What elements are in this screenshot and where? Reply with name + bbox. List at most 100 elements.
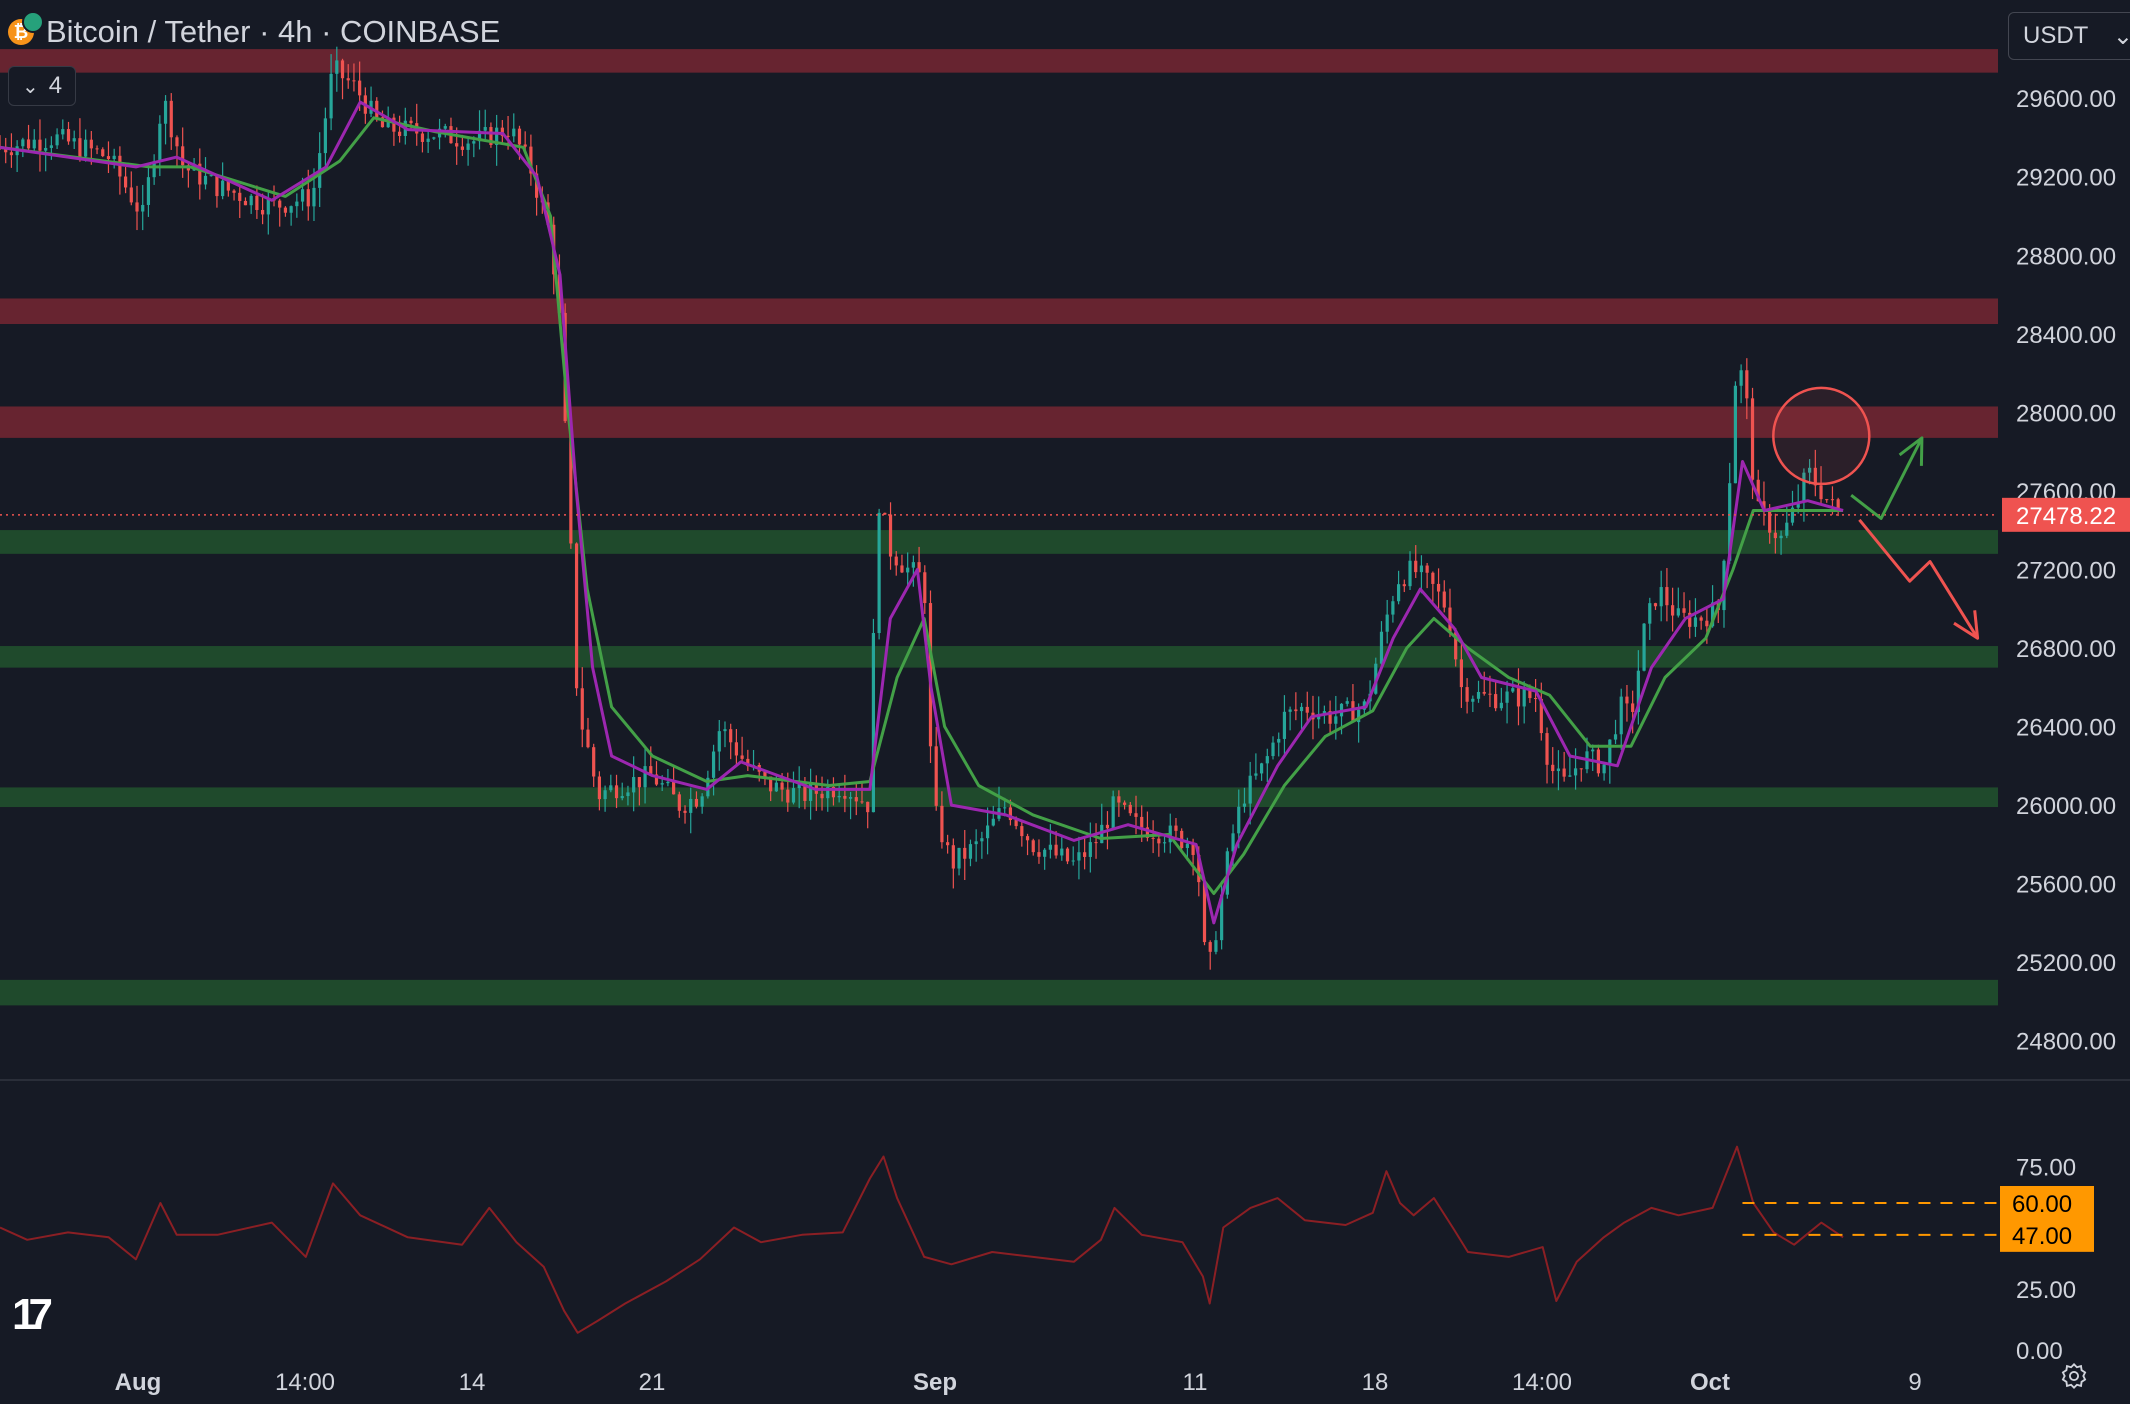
candle-body bbox=[848, 797, 853, 799]
candle-body bbox=[963, 847, 967, 859]
candle-body bbox=[535, 173, 539, 198]
candle-body bbox=[1676, 608, 1680, 616]
price-tick-label: 26400.00 bbox=[2016, 715, 2116, 742]
rsi-level-label: 60.00 bbox=[2012, 1191, 2072, 1218]
candle-body bbox=[1796, 501, 1800, 508]
candle-body bbox=[791, 788, 796, 803]
candle-body bbox=[1162, 842, 1167, 844]
projection-down-arrow[interactable] bbox=[1858, 518, 1979, 639]
candle-body bbox=[911, 562, 915, 568]
candle-body bbox=[946, 842, 950, 846]
highlight-circle[interactable] bbox=[1772, 386, 1871, 486]
candle-body bbox=[323, 118, 327, 154]
candle-body bbox=[700, 796, 704, 807]
time-tick-label: 14:00 bbox=[275, 1369, 335, 1396]
candle-body bbox=[1551, 764, 1555, 772]
candle-body bbox=[1522, 689, 1526, 707]
candle-body bbox=[1499, 702, 1503, 709]
symbol-header[interactable]: ₿ Bitcoin / Tether · 4h · COINBASE bbox=[8, 11, 500, 50]
candle-body bbox=[660, 783, 664, 785]
candle-body bbox=[626, 792, 630, 797]
candle-body bbox=[152, 161, 156, 178]
candle-body bbox=[215, 175, 219, 197]
candle-body bbox=[129, 187, 133, 203]
candle-body bbox=[1436, 583, 1441, 592]
candle-body bbox=[1534, 698, 1538, 700]
candle-body bbox=[255, 195, 259, 210]
candle-body bbox=[1693, 617, 1698, 627]
candle-body bbox=[158, 123, 162, 162]
candle-body bbox=[900, 565, 904, 573]
indicators-toggle-button[interactable]: ⌄ 4 bbox=[8, 66, 76, 106]
chevron-down-icon: ⌄ bbox=[21, 75, 39, 98]
candle-body bbox=[398, 131, 402, 136]
candle-body bbox=[283, 207, 288, 213]
projection-up-arrow[interactable] bbox=[1850, 437, 1924, 520]
candle-body bbox=[1773, 532, 1777, 539]
candle-body bbox=[1631, 703, 1635, 712]
candle-body bbox=[1094, 842, 1098, 844]
candle-body bbox=[843, 795, 847, 799]
candle-body bbox=[9, 152, 14, 156]
candle-body bbox=[980, 838, 984, 842]
candle-body bbox=[786, 789, 790, 803]
candle-body bbox=[809, 783, 813, 801]
currency-label: USDT bbox=[2023, 22, 2089, 49]
candle-body bbox=[831, 786, 836, 798]
support-zone[interactable] bbox=[0, 530, 1998, 554]
candle-body bbox=[1699, 617, 1703, 621]
rsi-level-badge bbox=[2000, 1217, 2094, 1252]
candle-body bbox=[797, 783, 801, 789]
candle-body bbox=[1733, 385, 1738, 484]
support-zone[interactable] bbox=[0, 979, 1998, 1006]
candle-body bbox=[1328, 711, 1332, 724]
candle-body bbox=[506, 135, 510, 137]
candle-body bbox=[1613, 734, 1618, 740]
candle-body bbox=[483, 127, 487, 131]
candle-body bbox=[1505, 691, 1509, 703]
candle-body bbox=[740, 755, 744, 759]
candle-body bbox=[569, 421, 573, 544]
candle-body bbox=[934, 746, 938, 806]
candle-body bbox=[1288, 709, 1292, 712]
currency-selector[interactable]: USDT ⌄ bbox=[2008, 12, 2130, 60]
candle-body bbox=[300, 189, 305, 202]
candle-body bbox=[460, 146, 464, 150]
gear-icon[interactable] bbox=[2060, 1362, 2088, 1390]
candle-body bbox=[1636, 670, 1640, 712]
candle-body bbox=[1294, 709, 1298, 712]
chevron-down-icon: ⌄ bbox=[2112, 22, 2130, 50]
candle-body bbox=[894, 556, 898, 566]
projection-up-arrow-head bbox=[1898, 436, 1924, 466]
candle-body bbox=[1265, 756, 1269, 764]
time-tick-label: 18 bbox=[1362, 1369, 1389, 1396]
candle-body bbox=[1476, 691, 1481, 699]
indicators-count: 4 bbox=[48, 72, 63, 99]
bitcoin-icon: ₿ bbox=[8, 11, 44, 45]
candle-body bbox=[1185, 843, 1189, 849]
candle-body bbox=[495, 127, 499, 145]
resistance-zone[interactable] bbox=[0, 49, 1998, 73]
candle-body bbox=[380, 117, 385, 128]
candle-body bbox=[1431, 572, 1435, 584]
candle-body bbox=[1282, 711, 1287, 739]
candle-body bbox=[1048, 844, 1052, 850]
candle-body bbox=[432, 137, 436, 139]
tradingview-logo-icon: 17 bbox=[12, 1290, 53, 1339]
candle-body bbox=[289, 206, 293, 213]
rsi-tick-label: 25.00 bbox=[2016, 1277, 2076, 1304]
candle-body bbox=[1836, 499, 1840, 511]
candle-body bbox=[1671, 605, 1675, 616]
price-tick-label: 24800.00 bbox=[2016, 1029, 2116, 1056]
support-zone[interactable] bbox=[0, 646, 1998, 668]
resistance-zone[interactable] bbox=[0, 298, 1998, 324]
resistance-zone[interactable] bbox=[0, 406, 1998, 438]
candle-body bbox=[1259, 763, 1264, 774]
candle-body bbox=[1819, 485, 1823, 500]
candle-body bbox=[826, 786, 830, 799]
candle-body bbox=[1556, 768, 1561, 772]
candle-body bbox=[55, 134, 59, 146]
candle-body bbox=[329, 73, 333, 119]
candle-body bbox=[1482, 691, 1486, 694]
